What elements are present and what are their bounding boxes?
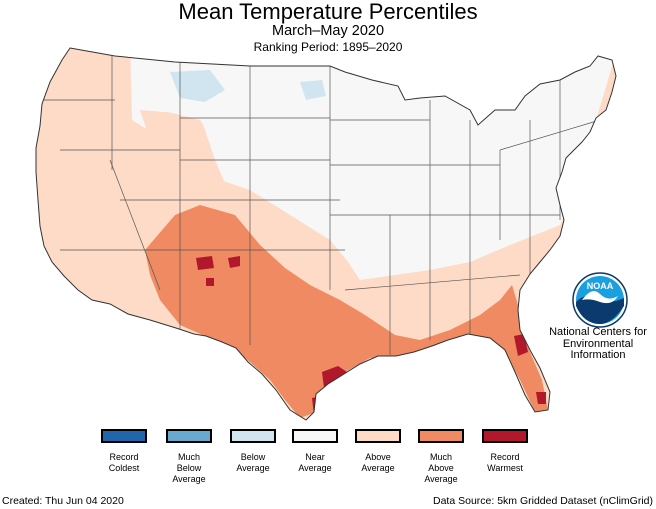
legend-label: Above Average	[361, 452, 395, 473]
legend-swatch-much-above	[418, 429, 464, 443]
noaa-logo-icon: NOAA	[572, 272, 628, 328]
legend-swatch-near	[292, 429, 338, 443]
legend-label: Much Below Average	[172, 452, 206, 484]
data-source: Data Source: 5km Gridded Dataset (nClimG…	[433, 495, 653, 507]
legend-swatch-below	[230, 429, 276, 443]
legend-swatch-much-below	[166, 429, 212, 443]
legend-label: Much Above Average	[424, 452, 458, 484]
created-date: Created: Thu Jun 04 2020	[2, 495, 124, 507]
legend-label: Near Average	[298, 452, 332, 473]
legend-label: Below Average	[236, 452, 270, 473]
legend-label: Record Warmest	[487, 452, 523, 473]
legend-label: Record Coldest	[108, 452, 140, 473]
legend-swatch-record-warmest	[482, 429, 528, 443]
noaa-logo-text: NOAA	[587, 281, 614, 291]
map-title: Mean Temperature Percentiles	[178, 0, 478, 24]
legend-swatch-above	[355, 429, 401, 443]
ncei-label: National Centers for Environmental Infor…	[549, 326, 647, 361]
legend-swatch-record-coldest	[101, 429, 147, 443]
map-subtitle: March–May 2020	[271, 23, 385, 39]
ranking-period: Ranking Period: 1895–2020	[253, 40, 403, 54]
